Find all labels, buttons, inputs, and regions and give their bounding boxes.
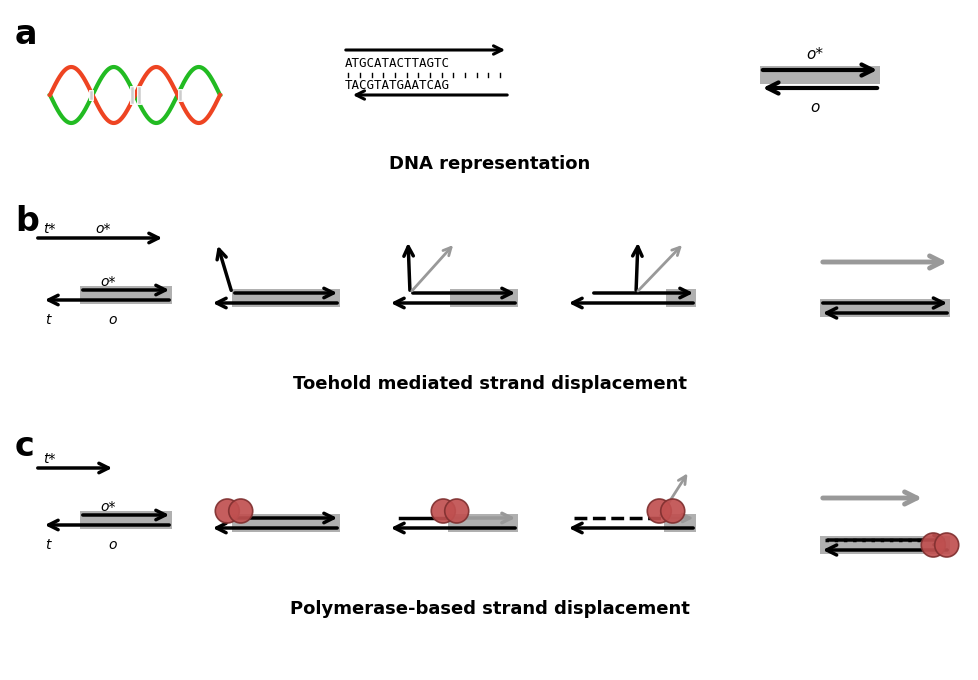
Ellipse shape	[646, 499, 671, 523]
Text: t*: t*	[43, 222, 56, 236]
Ellipse shape	[215, 499, 239, 523]
Text: t: t	[45, 313, 51, 327]
Text: t: t	[45, 538, 51, 552]
Bar	[450, 289, 517, 307]
Bar	[232, 289, 339, 307]
Bar	[232, 514, 339, 532]
Text: t*: t*	[43, 452, 56, 466]
Text: o: o	[108, 538, 116, 552]
Text: o*: o*	[806, 47, 822, 62]
Text: o*: o*	[100, 275, 115, 289]
Text: o: o	[108, 313, 116, 327]
Bar	[759, 66, 879, 84]
Ellipse shape	[444, 499, 468, 523]
Text: Toehold mediated strand displacement: Toehold mediated strand displacement	[292, 375, 687, 393]
Text: ATGCATACTTAGTC: ATGCATACTTAGTC	[344, 57, 450, 70]
Bar	[448, 514, 517, 532]
Bar	[80, 511, 172, 529]
Bar	[665, 289, 695, 307]
Text: c: c	[15, 430, 34, 463]
Ellipse shape	[660, 499, 684, 523]
Bar	[820, 299, 949, 317]
Bar	[820, 536, 949, 554]
Bar	[80, 286, 172, 304]
Text: b: b	[15, 205, 39, 238]
Ellipse shape	[920, 533, 945, 557]
Bar	[663, 514, 695, 532]
Text: Polymerase-based strand displacement: Polymerase-based strand displacement	[289, 600, 689, 618]
Text: DNA representation: DNA representation	[389, 155, 590, 173]
Ellipse shape	[431, 499, 455, 523]
Text: o*: o*	[95, 222, 111, 236]
Text: a: a	[15, 18, 37, 51]
Ellipse shape	[229, 499, 252, 523]
Ellipse shape	[934, 533, 957, 557]
Text: TACGTATGAATCAG: TACGTATGAATCAG	[344, 79, 450, 92]
Text: o*: o*	[100, 500, 115, 514]
Text: o: o	[810, 100, 819, 115]
